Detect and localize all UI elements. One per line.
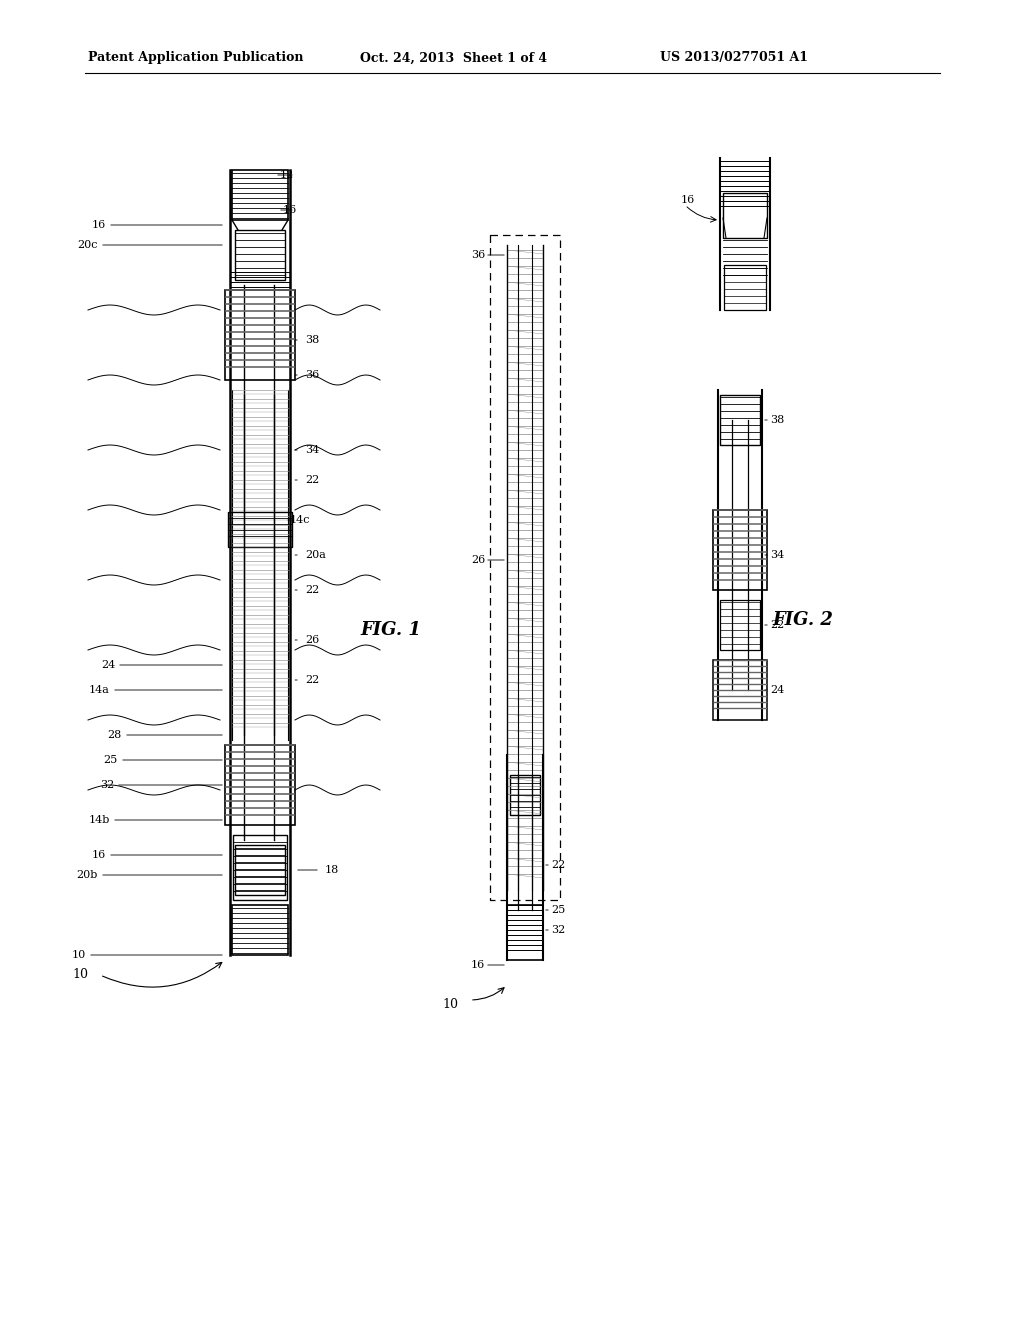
Text: 16: 16 xyxy=(471,960,485,970)
Text: 10: 10 xyxy=(72,950,86,960)
Text: Patent Application Publication: Patent Application Publication xyxy=(88,51,303,65)
Bar xyxy=(510,775,540,814)
Text: 16: 16 xyxy=(92,220,106,230)
Bar xyxy=(234,845,285,895)
Text: 20a: 20a xyxy=(305,550,326,560)
Text: 22: 22 xyxy=(770,620,784,630)
Text: 38: 38 xyxy=(770,414,784,425)
Text: US 2013/0277051 A1: US 2013/0277051 A1 xyxy=(660,51,808,65)
Text: 14b: 14b xyxy=(89,814,110,825)
Text: 32: 32 xyxy=(551,925,565,935)
Bar xyxy=(232,906,288,954)
Text: 12: 12 xyxy=(280,170,294,180)
Text: 16: 16 xyxy=(283,205,297,215)
Bar xyxy=(232,170,288,220)
Text: 34: 34 xyxy=(305,445,319,455)
Text: 36: 36 xyxy=(305,370,319,380)
Text: 16: 16 xyxy=(92,850,106,861)
Text: 26: 26 xyxy=(305,635,319,645)
Text: 10: 10 xyxy=(442,998,458,1011)
Text: 24: 24 xyxy=(770,685,784,696)
Bar xyxy=(233,836,287,900)
Bar xyxy=(724,265,766,310)
Text: FIG. 1: FIG. 1 xyxy=(360,620,421,639)
Bar xyxy=(720,395,760,445)
Bar xyxy=(225,744,295,825)
Text: 22: 22 xyxy=(305,585,319,595)
Text: 18: 18 xyxy=(325,865,339,875)
Text: 26: 26 xyxy=(471,554,485,565)
Text: 25: 25 xyxy=(551,906,565,915)
Bar xyxy=(225,290,295,380)
Text: 36: 36 xyxy=(471,249,485,260)
Text: 28: 28 xyxy=(108,730,122,741)
Text: 25: 25 xyxy=(103,755,118,766)
Text: 32: 32 xyxy=(99,780,114,789)
Text: 10: 10 xyxy=(72,969,88,982)
Bar xyxy=(713,510,767,590)
Bar xyxy=(507,906,543,960)
Text: 22: 22 xyxy=(305,475,319,484)
Bar xyxy=(720,601,760,649)
Text: 22: 22 xyxy=(551,861,565,870)
Bar xyxy=(723,193,767,238)
Text: 16: 16 xyxy=(681,195,695,205)
Text: 22: 22 xyxy=(305,675,319,685)
Text: 24: 24 xyxy=(100,660,115,671)
Text: FIG. 2: FIG. 2 xyxy=(772,611,833,630)
Bar xyxy=(713,660,767,719)
Text: Oct. 24, 2013  Sheet 1 of 4: Oct. 24, 2013 Sheet 1 of 4 xyxy=(360,51,547,65)
Text: 14c: 14c xyxy=(290,515,310,525)
Text: 20b: 20b xyxy=(77,870,98,880)
Bar xyxy=(234,230,285,280)
Text: 34: 34 xyxy=(770,550,784,560)
Text: 38: 38 xyxy=(305,335,319,345)
Text: 20c: 20c xyxy=(78,240,98,249)
Bar xyxy=(228,512,292,546)
Text: 14a: 14a xyxy=(89,685,110,696)
